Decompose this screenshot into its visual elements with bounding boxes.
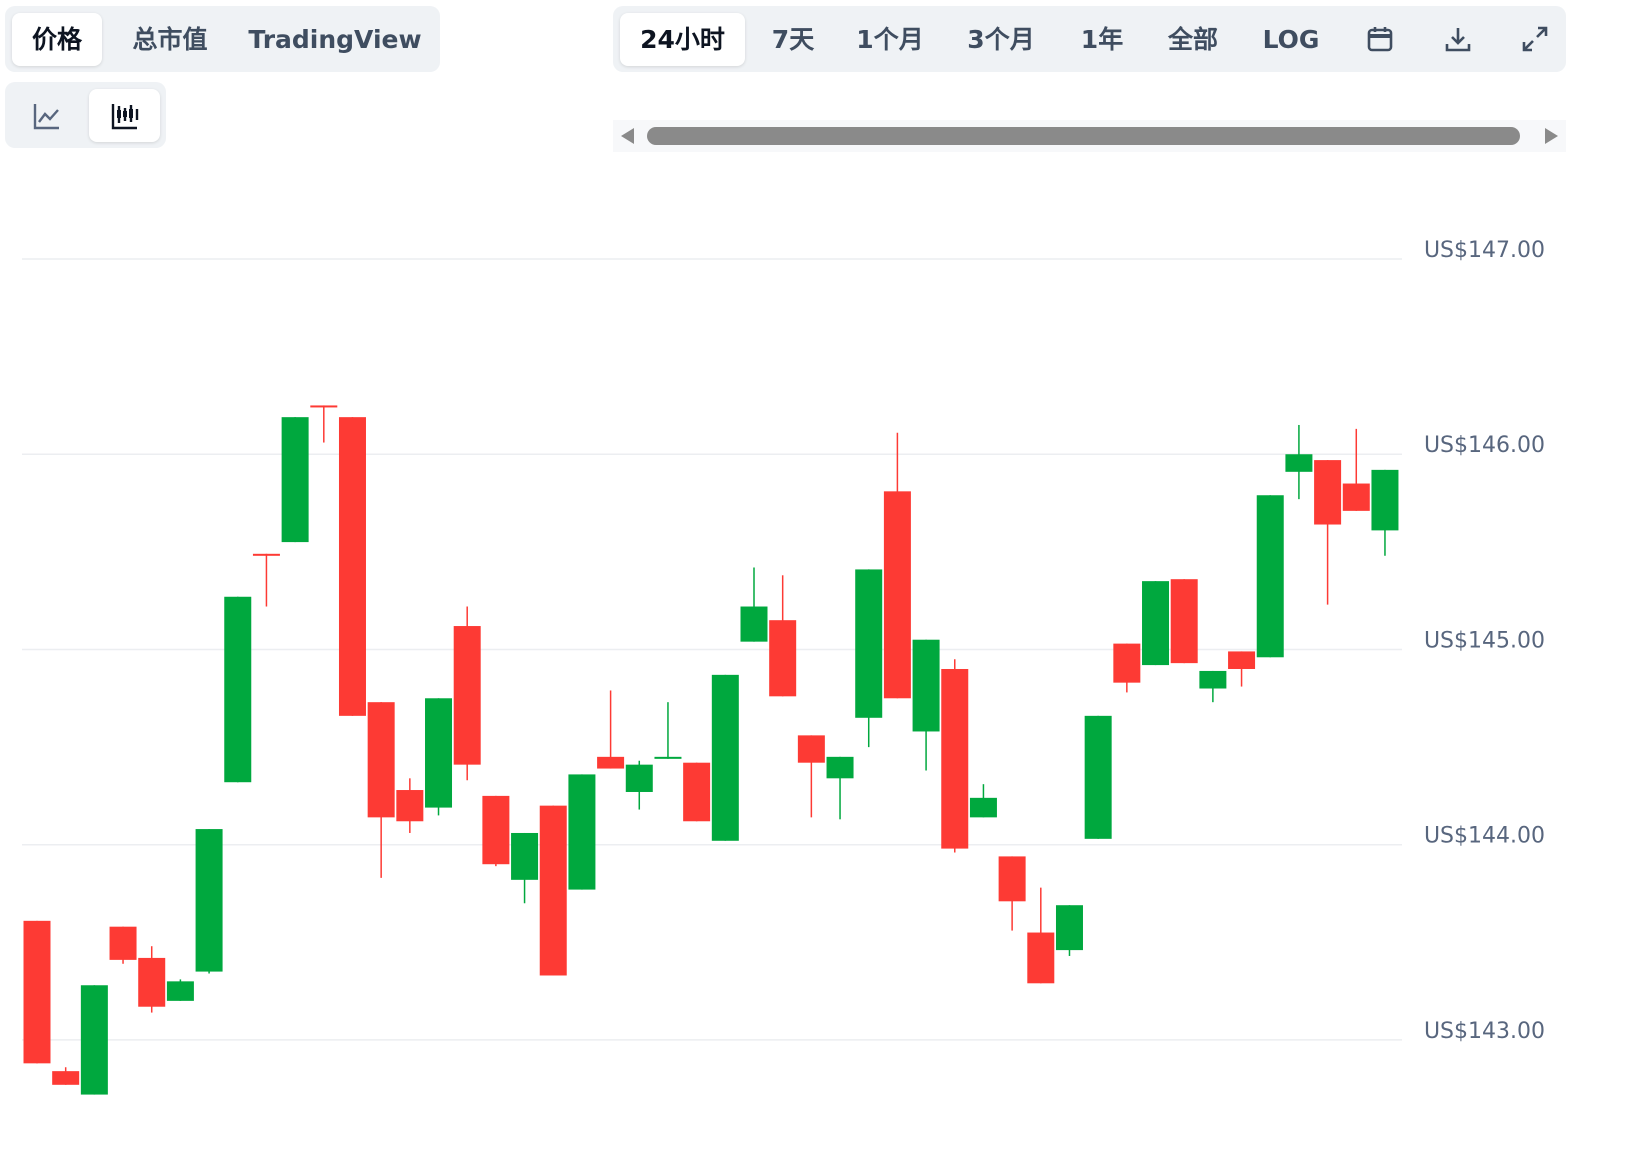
candle-body (797, 735, 825, 763)
tab-button[interactable]: 价格 (12, 13, 102, 66)
range-button[interactable]: 24小时 (620, 13, 745, 66)
tab-button[interactable]: TradingView (248, 25, 422, 54)
candle-body (80, 985, 108, 1095)
range-button[interactable]: 全部 (1167, 25, 1218, 54)
y-tick-label: US$145.00 (1424, 628, 1545, 653)
candle-body (769, 620, 797, 697)
scroll-right[interactable] (1545, 128, 1558, 144)
candle-body (1228, 651, 1256, 669)
y-tick-label: US$146.00 (1424, 433, 1545, 458)
candle-body (1371, 469, 1399, 531)
fullscreen-button[interactable] (1513, 13, 1557, 66)
candle-body (1027, 932, 1055, 984)
candle-body (1199, 670, 1227, 689)
calendar-button[interactable] (1358, 13, 1402, 66)
candle-body (195, 829, 223, 972)
line-icon (33, 104, 59, 130)
range-group: 24小时 7天 1个月 3个月 1年 全部 LOG (613, 6, 1566, 72)
scroll-left[interactable] (621, 128, 634, 144)
candle-body (252, 553, 280, 556)
tab-button[interactable]: 总市值 (132, 25, 208, 54)
candle-body (998, 856, 1026, 902)
candle-body (568, 774, 596, 890)
scroll-thumb[interactable] (647, 127, 1520, 145)
candle-body (1256, 495, 1284, 658)
fullscreen-icon (1522, 26, 1548, 52)
candle-body (597, 756, 625, 769)
candle-body (482, 795, 510, 865)
candle-body (1342, 483, 1370, 511)
range-button[interactable]: 1个月 (856, 25, 924, 54)
candle-body (425, 698, 453, 808)
tab-group: 价格 总市值 TradingView (5, 6, 440, 72)
candle-icon (111, 104, 138, 130)
chart-type-group (5, 82, 166, 148)
candle-body (1142, 581, 1170, 666)
candle-body (941, 668, 969, 849)
candle-body (310, 405, 338, 408)
candle-body (1170, 579, 1198, 664)
candle-body (52, 1071, 80, 1085)
candle-body (338, 417, 366, 716)
candle-body (1314, 460, 1342, 525)
candle-body (23, 920, 51, 1064)
candle-body (109, 926, 137, 960)
candle-body (855, 569, 883, 718)
candle-body (683, 762, 711, 822)
candle-body (1055, 905, 1083, 951)
candle-body (396, 790, 424, 822)
candle-body (1084, 715, 1112, 839)
candle-body (711, 674, 739, 841)
range-button[interactable]: 7天 (771, 25, 815, 54)
download-icon (1445, 28, 1471, 52)
y-tick-label: US$147.00 (1424, 238, 1545, 263)
candle-body (912, 639, 940, 732)
line-chart-button[interactable] (12, 89, 82, 142)
candle-body (654, 756, 682, 759)
candle-body (969, 797, 997, 818)
candle-body (1113, 643, 1141, 683)
candle-body (367, 702, 395, 818)
range-button[interactable]: 1年 (1080, 25, 1124, 54)
candle-body (625, 764, 653, 792)
y-tick-label: US$143.00 (1424, 1019, 1545, 1044)
candle-chart-button[interactable] (89, 89, 160, 142)
candle-body (740, 606, 768, 642)
candle-body (511, 832, 539, 880)
candle-body (883, 491, 911, 699)
candle-body (138, 957, 166, 1007)
candle-body (1285, 454, 1313, 472)
candle-body (224, 596, 252, 783)
candle-body (453, 626, 481, 765)
range-button[interactable]: LOG (1262, 25, 1320, 54)
candle-body (539, 805, 567, 976)
y-tick-label: US$144.00 (1424, 824, 1545, 849)
download-button[interactable] (1436, 13, 1480, 66)
candle-body (281, 417, 309, 543)
scrollbar (613, 120, 1566, 152)
candle-body (826, 756, 854, 779)
range-button[interactable]: 3个月 (967, 25, 1035, 54)
calendar-icon (1367, 27, 1393, 52)
candle-body (166, 981, 194, 1001)
